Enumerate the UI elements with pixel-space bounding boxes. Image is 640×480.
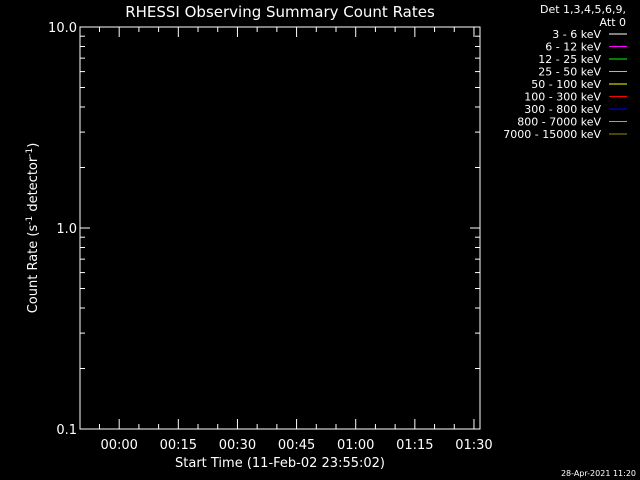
y-axis-label-sup1: -1 bbox=[25, 216, 35, 225]
x-tick-label: 00:00 bbox=[100, 438, 137, 453]
y-axis-label-sup2: -1 bbox=[25, 148, 35, 157]
legend-label: 12 - 25 keV bbox=[538, 53, 601, 66]
legend-header-attenuator: Att 0 bbox=[600, 16, 626, 29]
x-tick-label: 00:45 bbox=[278, 438, 315, 453]
footer-timestamp: 28-Apr-2021 11:20 bbox=[561, 469, 636, 478]
legend-header-detectors: Det 1,3,4,5,6,9, bbox=[540, 3, 626, 16]
chart-title: RHESSI Observing Summary Count Rates bbox=[125, 3, 435, 21]
y-tick-label: 0.1 bbox=[56, 423, 77, 438]
x-tick-label: 01:00 bbox=[337, 438, 374, 453]
x-tick-label: 01:15 bbox=[396, 438, 433, 453]
legend-label: 100 - 300 keV bbox=[524, 91, 601, 104]
legend-label: 3 - 6 keV bbox=[552, 28, 601, 41]
y-axis-label-mid: detector bbox=[26, 156, 41, 216]
x-tick-label: 01:30 bbox=[455, 438, 492, 453]
legend-label: 6 - 12 keV bbox=[545, 41, 601, 54]
legend-label: 50 - 100 keV bbox=[531, 78, 601, 91]
x-tick-label: 00:30 bbox=[219, 438, 256, 453]
legend-label: 800 - 7000 keV bbox=[517, 116, 601, 129]
legend-label: 25 - 50 keV bbox=[538, 66, 601, 79]
legend-label: 7000 - 15000 keV bbox=[503, 128, 601, 141]
y-tick-label: 10.0 bbox=[48, 21, 77, 36]
y-axis-label-base: Count Rate (s bbox=[26, 225, 41, 314]
x-axis-label: Start Time (11-Feb-02 23:55:02) bbox=[175, 456, 385, 471]
x-tick-label: 00:15 bbox=[160, 438, 197, 453]
y-tick-label: 1.0 bbox=[56, 222, 77, 237]
legend-label: 300 - 800 keV bbox=[524, 103, 601, 116]
y-axis-label: Count Rate (s-1 detector-1) bbox=[25, 143, 41, 314]
plot-area bbox=[79, 26, 481, 430]
y-axis-label-end: ) bbox=[26, 143, 41, 148]
